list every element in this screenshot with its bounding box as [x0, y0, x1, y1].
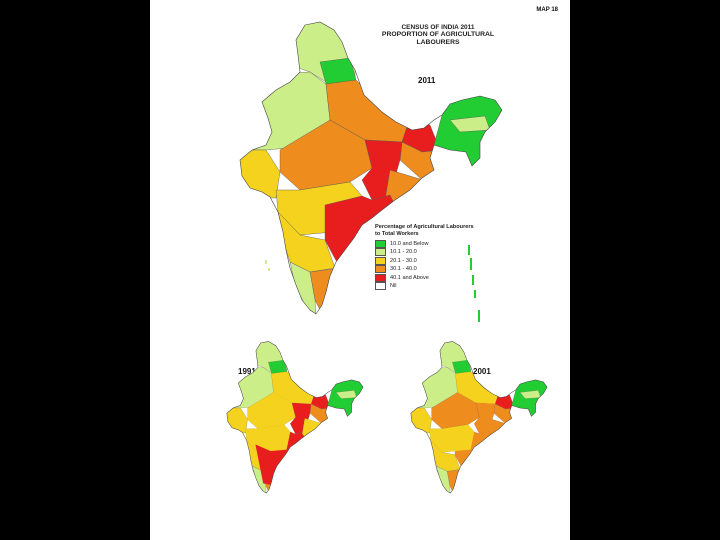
- legend-title-line-1: Percentage of Agricultural Labourers: [375, 224, 474, 230]
- india-map-2001: [410, 341, 548, 494]
- legend-swatch: [375, 265, 386, 274]
- map-page: MAP 18 CENSUS OF INDIA 2011 PROPORTION O…: [150, 0, 570, 540]
- map-title: CENSUS OF INDIA 2011 PROPORTION OF AGRIC…: [368, 24, 508, 46]
- legend-label: 40.1 and Above: [390, 274, 429, 281]
- legend-label: 30.1 - 40.0: [390, 266, 417, 273]
- page-label: MAP 18: [536, 7, 558, 13]
- maps-svg: [226, 21, 548, 494]
- legend-label: 20.1 - 30.0: [390, 257, 417, 264]
- legend-item: Nil: [375, 282, 485, 291]
- year-label-1991: 1991: [238, 367, 256, 376]
- year-label-2001: 2001: [473, 367, 491, 376]
- legend-item: 10.1 - 20.0: [375, 248, 485, 257]
- legend-label: 10.0 and Below: [390, 240, 429, 247]
- map-legend: Percentage of Agricultural Labourers to …: [375, 224, 485, 291]
- year-label-2011: 2011: [418, 76, 436, 85]
- legend-swatch: [375, 248, 386, 257]
- legend-item: 20.1 - 30.0: [375, 256, 485, 265]
- legend-swatch: [375, 239, 386, 248]
- legend-item: 40.1 and Above: [375, 273, 485, 282]
- legend-title: Percentage of Agricultural Labourers to …: [375, 224, 485, 237]
- title-line-1: CENSUS OF INDIA 2011: [401, 24, 475, 31]
- title-line-3: LABOURERS: [416, 38, 460, 46]
- legend-label: 10.1 - 20.0: [390, 249, 417, 256]
- legend-item: 30.1 - 40.0: [375, 265, 485, 274]
- islands-2011: [468, 245, 480, 322]
- legend-label: Nil: [390, 283, 397, 290]
- legend-swatch: [375, 282, 386, 291]
- legend-swatch: [375, 256, 386, 265]
- legend-swatch: [375, 273, 386, 282]
- india-map-1991: [226, 341, 364, 494]
- legend-item: 10.0 and Below: [375, 239, 485, 248]
- title-line-2: PROPORTION OF AGRICULTURAL: [381, 31, 495, 39]
- legend-title-line-2: to Total Workers: [375, 230, 419, 237]
